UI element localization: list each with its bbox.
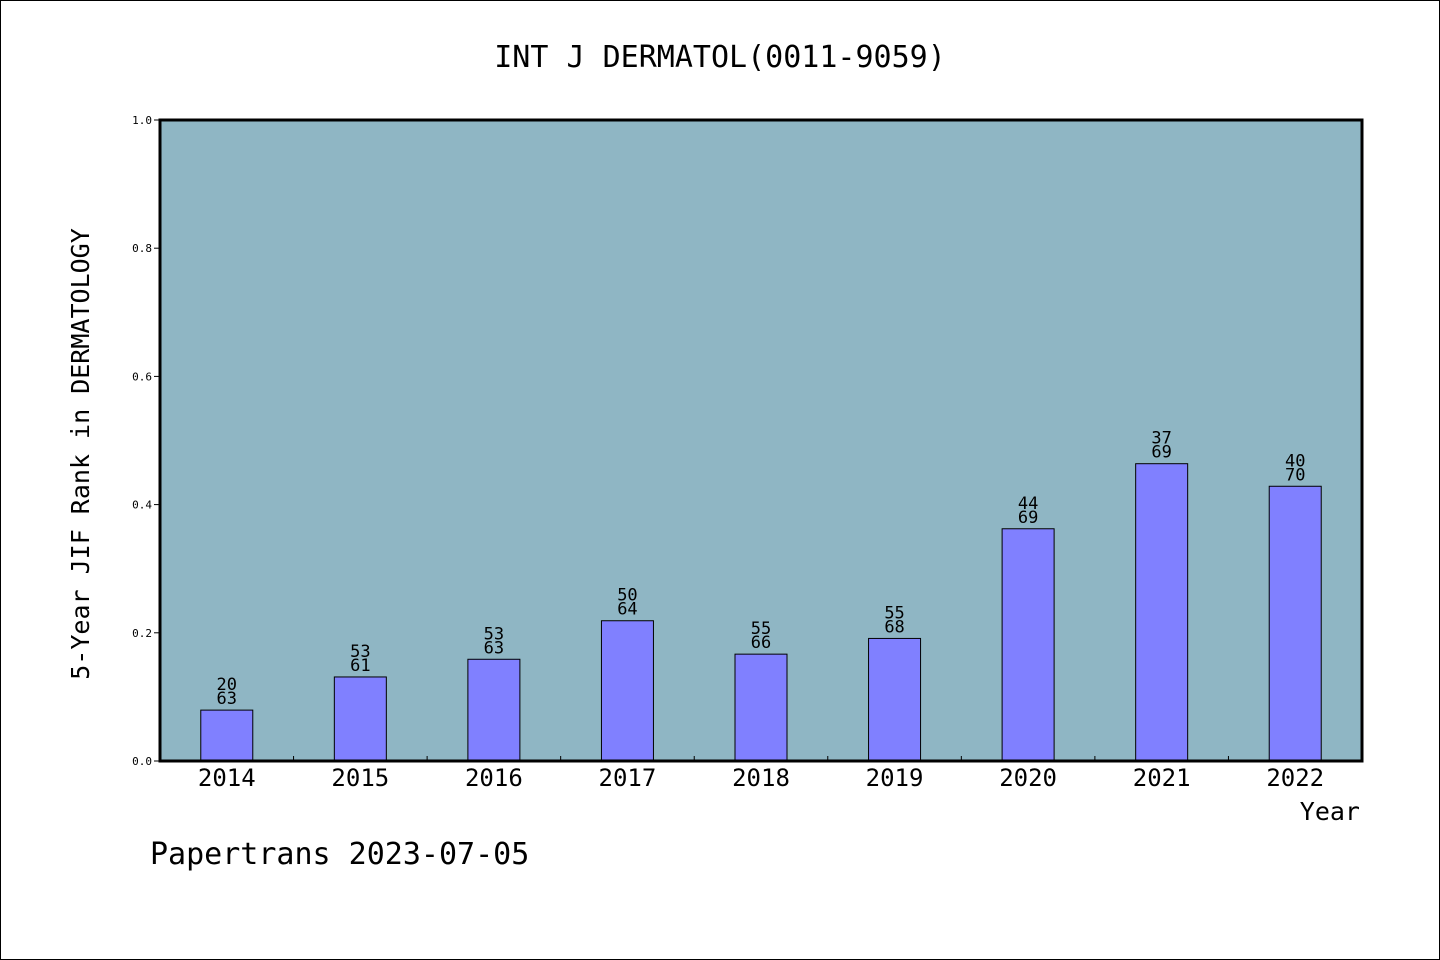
x-tick-label-2020: 2020 (999, 764, 1057, 792)
x-axis-label: Year (1300, 797, 1360, 826)
bar-label-total-2021: 69 (1151, 443, 1171, 463)
bar-label-total-2019: 68 (884, 617, 904, 637)
bar-label-rank-2014: 20 (217, 675, 237, 695)
y-tick-label-0.6: 0.6 (132, 370, 152, 383)
x-tick-label-2019: 2019 (866, 764, 924, 792)
bar-label-rank-2018: 55 (751, 619, 771, 639)
bar-label-total-2020: 69 (1018, 508, 1038, 528)
plot-border (158, 118, 1364, 763)
x-tick-label-2014: 2014 (198, 764, 256, 792)
bar-label-rank-2019: 55 (884, 603, 904, 623)
bar-label-rank-2015: 53 (350, 642, 370, 662)
x-axis: 2014 2015 2016 2017 2018 2019 2020 2021 2022 (198, 756, 1324, 792)
bar-label-total-2016: 63 (484, 638, 504, 658)
bar-2018 (734, 653, 788, 762)
bar-label-rank-2021: 37 (1151, 429, 1171, 449)
bar-label-rank-2022: 40 (1285, 451, 1305, 471)
x-tick-label-2015: 2015 (331, 764, 389, 792)
y-axis-label: 5-Year JIF Rank in DERMATOLOGY (66, 228, 95, 680)
bar-label-total-2022: 70 (1285, 465, 1305, 485)
x-tick-label-2018: 2018 (732, 764, 790, 792)
y-axis: 0.0 0.2 0.4 0.6 0.8 1.0 (132, 114, 160, 768)
bar-2022 (1268, 485, 1322, 762)
y-tick-label-0.8: 0.8 (132, 242, 152, 255)
bar-2017 (600, 620, 654, 762)
bar-label-rank-2020: 44 (1018, 494, 1038, 514)
x-tick-label-2021: 2021 (1133, 764, 1191, 792)
bar-2016 (467, 658, 521, 762)
bar-label-rank-2016: 53 (484, 624, 504, 644)
bar-label-total-2015: 61 (350, 656, 370, 676)
bar-2021 (1135, 463, 1189, 762)
bar-label-total-2017: 64 (617, 600, 637, 620)
footer-watermark: Papertrans 2023-07-05 (150, 837, 529, 872)
x-tick-label-2016: 2016 (465, 764, 523, 792)
x-tick-label-2017: 2017 (599, 764, 657, 792)
y-tick-label-0.0: 0.0 (132, 755, 152, 768)
bar-2015 (333, 676, 387, 762)
bar-2020 (1001, 528, 1055, 762)
x-tick-label-2022: 2022 (1266, 764, 1324, 792)
bar-2019 (868, 637, 922, 762)
y-tick-label-1.0: 1.0 (132, 114, 152, 127)
bar-label-total-2018: 66 (751, 633, 771, 653)
chart-title: INT J DERMATOL(0011-9059) (494, 40, 946, 75)
bar-2014 (200, 709, 254, 762)
y-tick-label-0.2: 0.2 (132, 627, 152, 640)
y-tick-label-0.4: 0.4 (132, 499, 152, 512)
bar-label-total-2014: 63 (217, 689, 237, 709)
bar-label-rank-2017: 50 (617, 586, 637, 606)
bars-layer (200, 463, 1322, 762)
